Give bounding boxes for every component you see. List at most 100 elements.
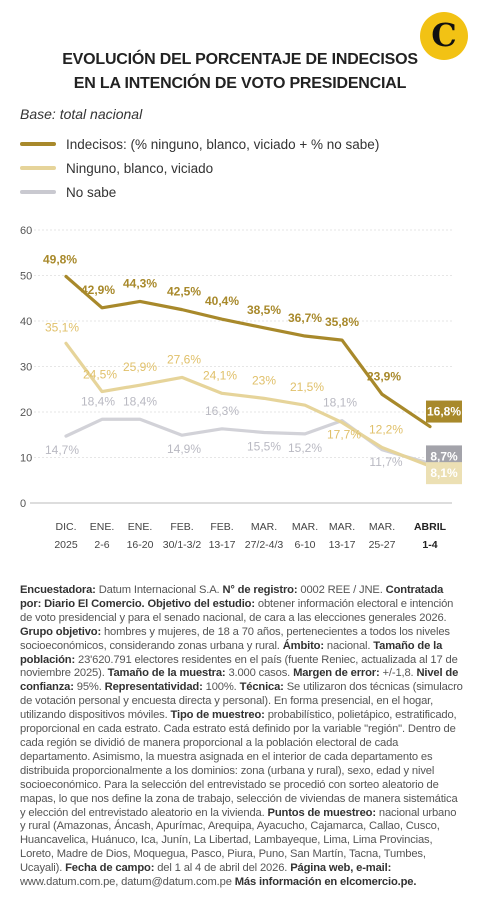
footnote-text: nacional urbano y rural (Amazonas, Áncas…: [20, 806, 457, 875]
data-label-ninguno: 24,5%: [83, 368, 117, 382]
footnote-segment: Contratada por: Diario El Comercio.: [20, 584, 443, 610]
y-tick-label: 40: [20, 316, 32, 328]
legend-item-indecisos: Indecisos: (% ninguno, blanco, viciado +…: [20, 132, 379, 156]
data-label-indecisos: 44,3%: [123, 276, 157, 290]
legend-label-indecisos: Indecisos: (% ninguno, blanco, viciado +…: [66, 136, 380, 152]
footnote-key: Objetivo del estudio:: [147, 597, 255, 610]
data-label-nosabe: 14,7%: [45, 443, 79, 457]
footnote-segment: Técnica: Se utilizaron dos técnicas (sim…: [20, 681, 463, 721]
footnote-key: Tamaño de la muestra:: [107, 667, 226, 680]
footnote-segment: Encuestadora: Datum Internacional S.A.: [20, 584, 222, 596]
data-label-nosabe: 15,2%: [288, 441, 322, 455]
line-chart: 60 50 40 30 20 10 0 DIC. 2025 ENE. 2-6 ENE. 16-20 FEB…: [20, 225, 462, 551]
footnote-key: Grupo objetivo:: [20, 625, 102, 638]
y-tick-label: 0: [20, 498, 26, 510]
data-label-indecisos: 23,9%: [367, 369, 401, 383]
footnote-segment: Puntos de muestreo: nacional urbano y ru…: [20, 807, 456, 875]
footnote-key: N° de registro:: [222, 584, 298, 596]
x-tick-label: 16-20: [127, 539, 154, 551]
footnote-segment: Grupo objetivo: hombres y mujeres, de 18…: [20, 626, 450, 652]
final-value-label: 8,1%: [430, 466, 458, 480]
data-label-ninguno: 35,1%: [45, 320, 79, 334]
legend: Indecisos: (% ninguno, blanco, viciado +…: [20, 132, 379, 204]
footnote-text: nacional.: [323, 639, 374, 652]
data-label-indecisos: 38,5%: [247, 303, 281, 317]
series-line-indecisos: [64, 274, 432, 429]
legend-label-nosabe: No sabe: [66, 184, 117, 200]
footnote-segment: Representatividad: 100%.: [105, 681, 240, 693]
final-value-label: 16,8%: [427, 405, 461, 419]
footnote-text: Datum Internacional S.A.: [95, 584, 223, 596]
footnote-key: Técnica:: [239, 681, 284, 694]
x-tick-label: MAR.: [369, 521, 395, 533]
data-label-ninguno: 24,1%: [203, 368, 237, 382]
data-label-nosabe: 15,5%: [247, 439, 281, 453]
footnote-key: Contratada por: Diario El Comercio.: [20, 584, 444, 610]
data-label-indecisos: 36,7%: [288, 311, 322, 325]
footnote-segment: Más información en elcomercio.pe.: [235, 876, 417, 888]
footnote-segment: Tipo de muestreo: probabilístico, poliet…: [20, 709, 458, 818]
footnote-key: Nivel de confianza:: [20, 667, 459, 694]
x-tick-label: DIC.: [56, 521, 77, 533]
y-tick-label: 10: [20, 453, 32, 465]
title-line-2: EN LA INTENCIÓN DE VOTO PRESIDENCIAL: [73, 75, 407, 92]
data-label-ninguno: 12,2%: [369, 422, 403, 436]
footnote-text: 0002 REE / JNE.: [297, 584, 386, 596]
final-value-box: [426, 445, 462, 468]
footnote-segment: Objetivo del estudio: obtener informació…: [20, 598, 453, 624]
data-label-indecisos: 49,8%: [43, 252, 77, 266]
data-label-nosabe: 11,7%: [369, 455, 402, 469]
x-tick-label: 6-10: [294, 539, 315, 551]
data-label-indecisos: 42,9%: [81, 283, 115, 297]
footnote-text: 100%.: [202, 681, 240, 694]
data-label-ninguno: 17,7%: [327, 427, 361, 441]
x-tick-label: 2-6: [94, 539, 109, 551]
footnote-segment: Ámbito: nacional.: [283, 640, 374, 652]
data-label-ninguno: 21,5%: [290, 380, 324, 394]
data-label-nosabe: 16,3%: [205, 404, 239, 418]
legend-label-ninguno: Ninguno, blanco, viciado: [66, 160, 214, 176]
x-tick-label: 13-17: [209, 539, 236, 551]
footnote-text: www.datum.com.pe, datum@datum.com.pe: [20, 876, 235, 889]
el-comercio-logo: C: [420, 12, 468, 60]
footnote-text: hombres y mujeres, de 18 a 70 años, pert…: [20, 625, 450, 652]
footnote-key: Más información en elcomercio.pe.: [234, 876, 417, 889]
footnote-text: Se utilizaron dos técnicas (simulacro de…: [20, 681, 463, 722]
data-label-indecisos: 42,5%: [167, 285, 201, 299]
data-label-nosabe: 18,4%: [81, 394, 115, 408]
footnote-key: Tamaño de la población:: [20, 639, 443, 666]
final-value-box: [426, 400, 462, 423]
footnote-text: 3.000 casos.: [225, 667, 294, 680]
x-tick-label: MAR.: [329, 521, 355, 533]
x-tick-label: MAR.: [251, 521, 277, 533]
data-label-nosabe: 14,9%: [167, 442, 201, 456]
x-tick-label: 25-27: [369, 539, 396, 551]
methodology-footnote: Encuestadora: Datum Internacional S.A. N…: [20, 584, 464, 890]
x-tick-label: ENE.: [128, 521, 153, 533]
legend-item-nosabe: No sabe: [20, 180, 379, 204]
y-tick-label: 50: [20, 271, 32, 283]
footnote-text: probabilístico, polietápico, estratifica…: [20, 709, 458, 819]
x-tick-label: 13-17: [329, 539, 356, 551]
x-tick-label: 30/1-3/2: [163, 539, 202, 551]
base-label: Base: total nacional: [20, 106, 143, 122]
footnote-key: Tipo de muestreo:: [170, 709, 265, 722]
x-tick-label: FEB.: [210, 521, 233, 533]
data-label-nosabe: 18,1%: [323, 396, 357, 410]
title-line-1: EVOLUCIÓN DEL PORCENTAJE DE INDECISOS: [62, 51, 418, 68]
final-value-box: [426, 462, 462, 485]
x-tick-label: FEB.: [170, 521, 193, 533]
data-label-ninguno: 25,9%: [123, 360, 157, 374]
footnote-segment: Fecha de campo: del 1 al 4 de abril del …: [65, 862, 290, 874]
x-tick-label: 1-4: [422, 539, 437, 551]
footnote-segment: Margen de error: +/-1,8.: [293, 667, 416, 679]
footnote-key: Puntos de muestreo:: [267, 806, 377, 819]
footnote-key: Ámbito:: [282, 639, 324, 652]
final-value-label: 8,7%: [430, 449, 458, 463]
footnote-key: Representatividad:: [104, 681, 203, 694]
chart-title: EVOLUCIÓN DEL PORCENTAJE DE INDECISOS EN…: [0, 48, 480, 96]
footnote-text: 23'620.791 electores residentes en el pa…: [20, 653, 458, 680]
data-label-indecisos: 40,4%: [205, 294, 239, 308]
series-line-ninguno: [64, 341, 432, 468]
data-label-ninguno: 27,6%: [167, 352, 201, 366]
